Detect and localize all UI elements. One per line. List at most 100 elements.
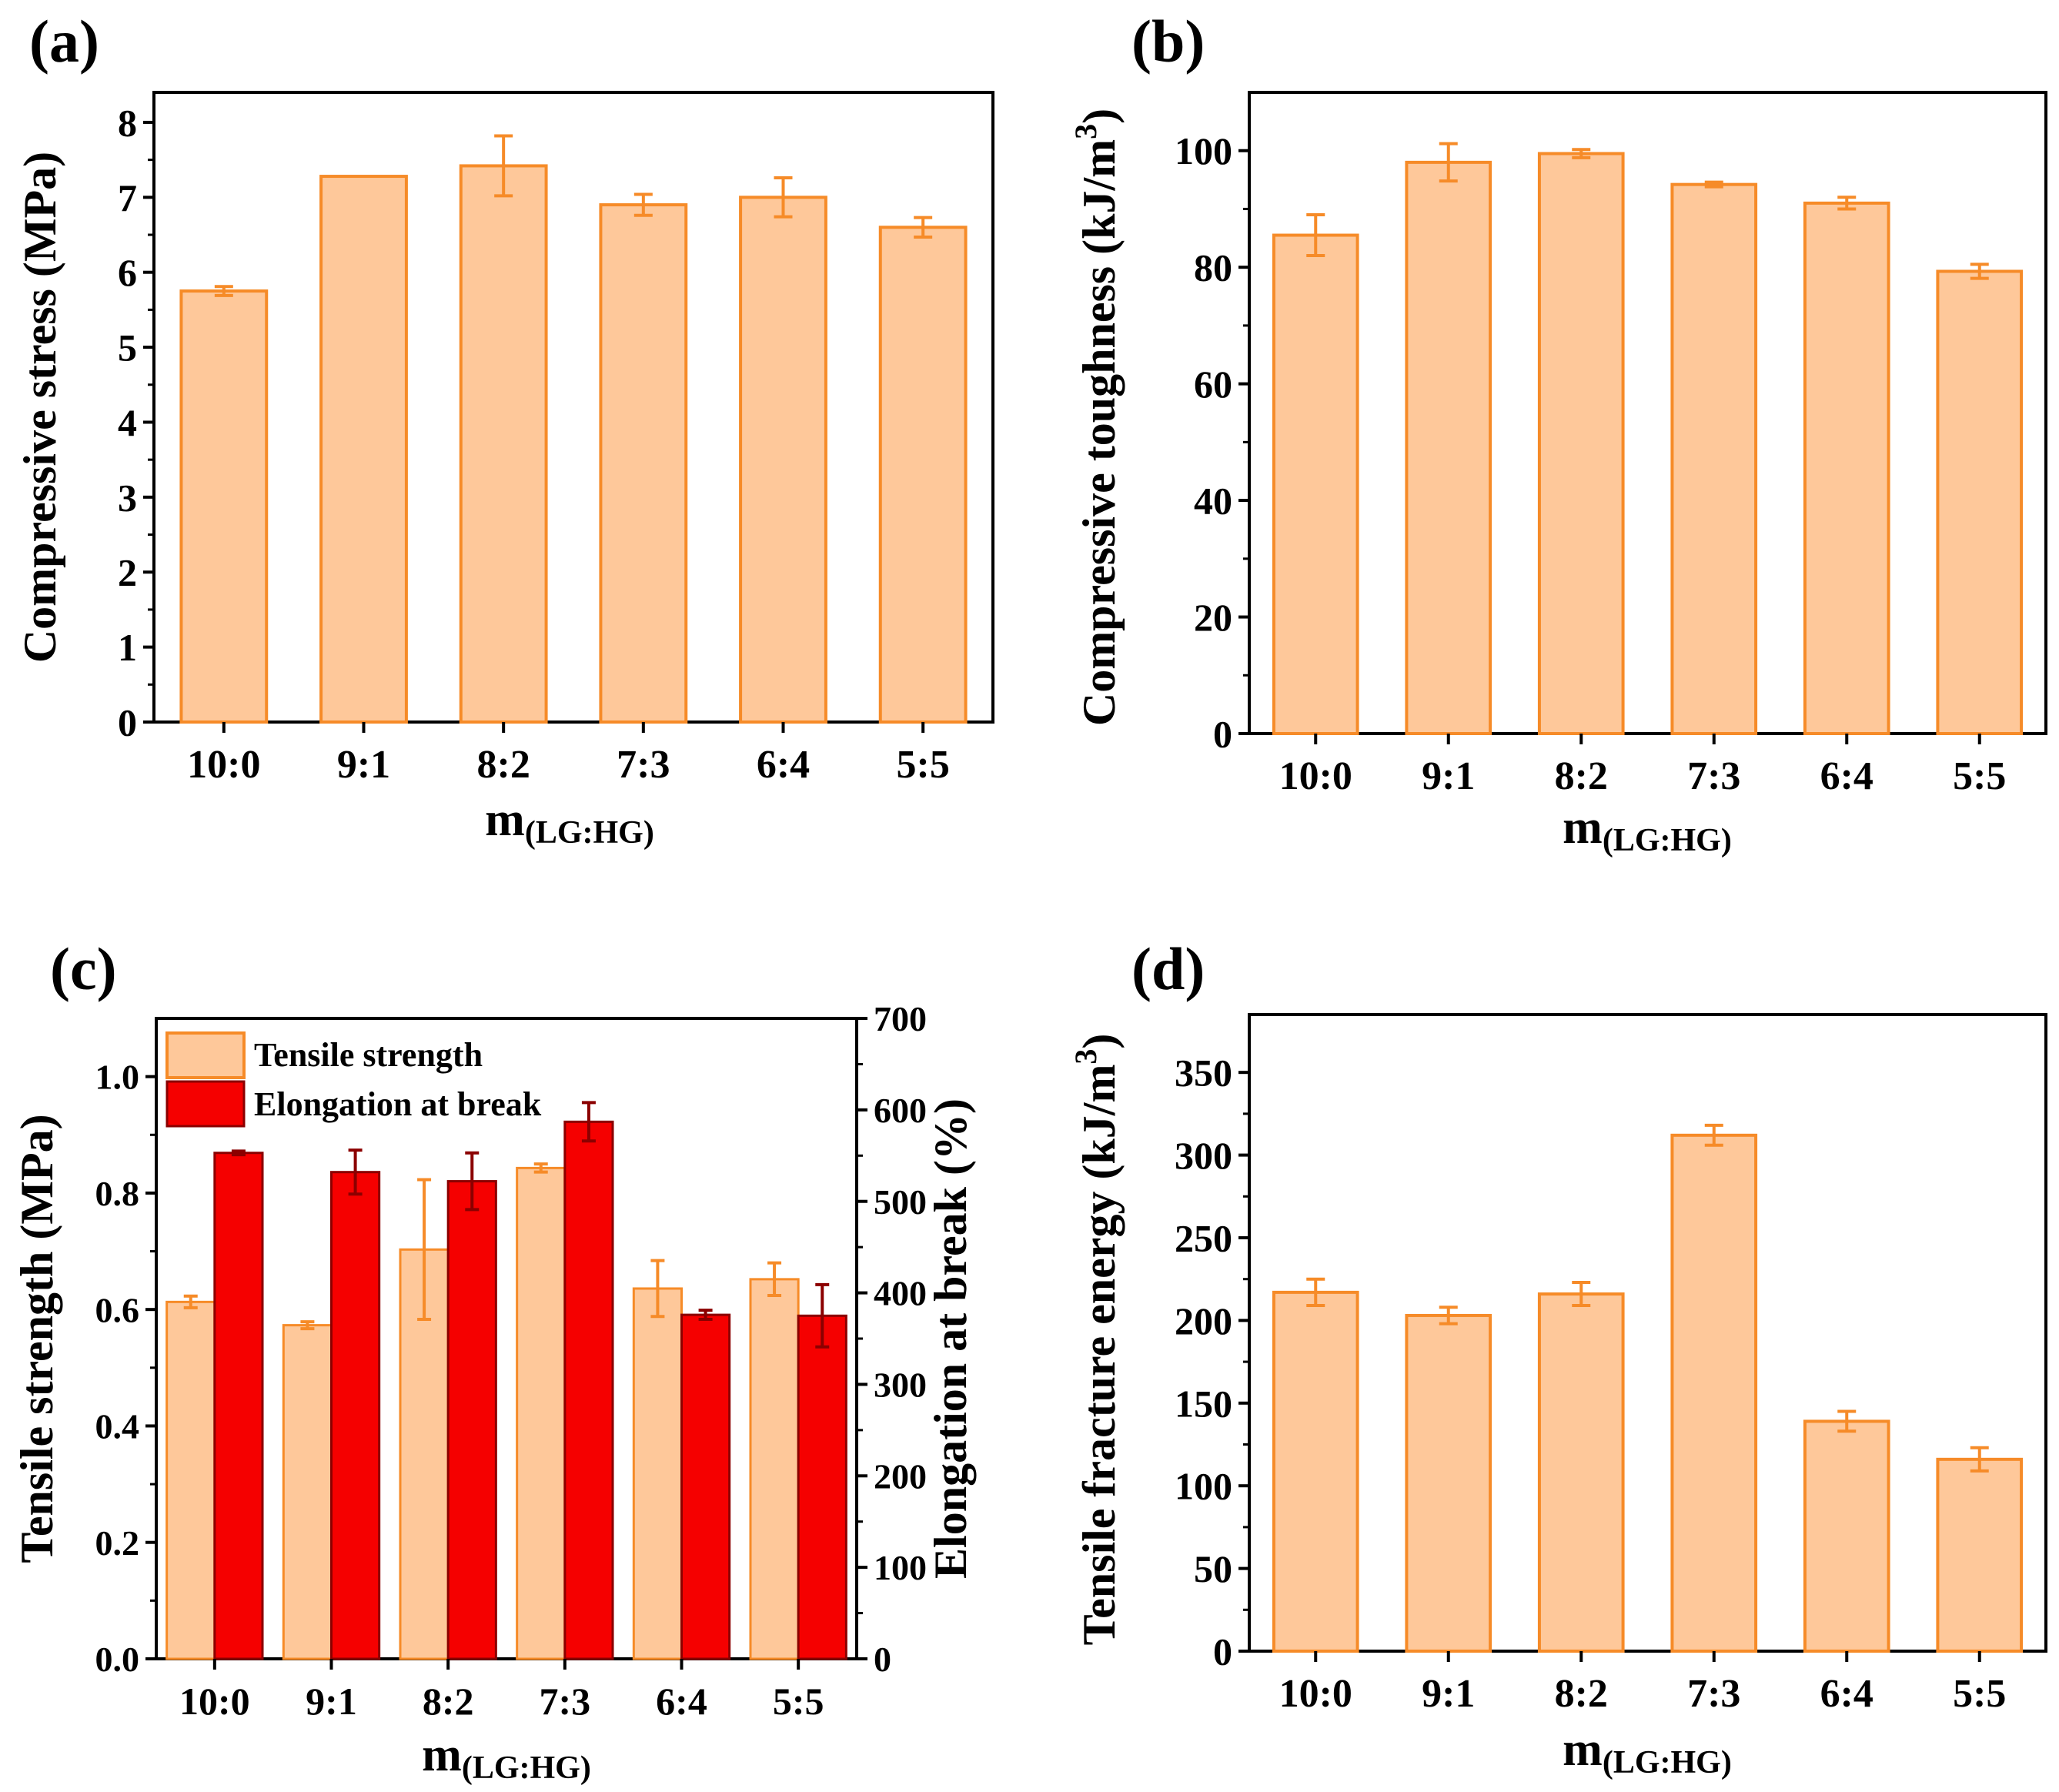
panel-label-c: (c) [50, 935, 117, 1002]
a-x-tick-label-4: 6:4 [757, 743, 810, 787]
d-bar-2 [1537, 1292, 1625, 1653]
c-tensile-bar-4 [632, 1287, 683, 1660]
d-y-tick-label-3: 150 [1175, 1382, 1232, 1425]
plot-frame-b [1248, 91, 2047, 735]
d-y-tick-label-2: 100 [1175, 1465, 1232, 1508]
a-y-tick-label-4: 4 [118, 401, 137, 444]
panel-c: (c) 0.0 0.2 0.4 0.6 0.8 1.0 0 100 200 300 400 500 6… [12, 935, 976, 1786]
panel-label-b: (b) [1131, 8, 1205, 75]
d-y-tick-label-0: 0 [1213, 1630, 1232, 1673]
d-x-tick-label-1: 9:1 [1422, 1672, 1475, 1716]
d-bar-5 [1936, 1457, 2024, 1653]
b-x-tick-label-0: 10:0 [1279, 754, 1352, 798]
b-bar-5 [1936, 269, 2024, 735]
x-axis-label-c: m(LG:HG) [422, 1729, 591, 1786]
legend-label-tensile: Tensile strength [254, 1036, 483, 1074]
c-tensile-bar-1 [282, 1324, 333, 1660]
b-bar-1 [1405, 160, 1492, 735]
c-tensile-bar-5 [749, 1278, 800, 1660]
c-y-left-tick-label-2: 0.4 [95, 1407, 140, 1446]
c-y-right-tick-label-2: 200 [874, 1456, 927, 1496]
y-axis-label-main-b: Compressive toughness (kJ/m [1074, 139, 1125, 726]
y-ticks-a: 0 1 2 3 4 5 6 7 8 [118, 101, 154, 744]
legend-swatch-elongation [165, 1080, 246, 1128]
b-y-tick-label-5: 100 [1175, 129, 1232, 172]
c-elongation-bar-2 [446, 1180, 497, 1660]
plot-frame-d [1248, 1013, 2047, 1653]
c-y-right-tick-label-6: 600 [874, 1091, 927, 1130]
a-y-tick-label-7: 7 [118, 176, 137, 219]
bars-a [179, 134, 968, 724]
panel-label-a: (a) [29, 8, 99, 75]
legend-label-elongation: Elongation at break [254, 1085, 542, 1123]
c-x-tick-label-1: 9:1 [306, 1680, 357, 1723]
c-y-right-tick-label-1: 100 [874, 1548, 927, 1587]
c-tensile-bar-0 [165, 1300, 216, 1660]
c-y-right-tick-label-5: 500 [874, 1182, 927, 1222]
d-x-tick-label-4: 6:4 [1820, 1672, 1873, 1716]
bars-c [165, 1101, 847, 1660]
y-ticks-b: 0 20 40 60 80 100 [1175, 129, 1249, 756]
d-bar-1 [1405, 1313, 1492, 1653]
a-bar-1 [319, 175, 408, 724]
a-bar-0 [179, 289, 269, 724]
plot-frame-a [152, 91, 994, 724]
c-elongation-bar-3 [563, 1120, 614, 1660]
b-x-tick-label-2: 8:2 [1555, 754, 1608, 798]
c-y-left-tick-label-1: 0.2 [95, 1523, 140, 1563]
c-x-tick-label-2: 8:2 [423, 1680, 474, 1723]
a-y-tick-label-0: 0 [118, 701, 137, 744]
a-x-tick-label-2: 8:2 [477, 743, 530, 787]
a-x-tick-label-1: 9:1 [337, 743, 390, 787]
y-ticks-c-right: 0 100 200 300 400 500 600 700 [857, 999, 927, 1679]
legend-c: Tensile strength Elongation at break [165, 1031, 542, 1128]
c-y-right-tick-label-3: 300 [874, 1366, 927, 1405]
d-y-tick-label-7: 350 [1175, 1051, 1232, 1095]
a-y-tick-label-2: 2 [118, 551, 137, 594]
a-bar-2 [459, 164, 548, 724]
c-elongation-bar-0 [213, 1152, 264, 1660]
x-axis-label-a: m(LG:HG) [485, 794, 654, 851]
d-x-tick-label-5: 5:5 [1953, 1672, 2006, 1716]
legend-swatch-tensile [165, 1031, 246, 1079]
c-tensile-bar-3 [516, 1166, 567, 1660]
panel-a: (a) 0 1 2 3 4 5 6 7 8 10:0 9:1 8:2 7:3 6:4 5:5 Compre… [15, 8, 994, 851]
y-ticks-c-left: 0.0 0.2 0.4 0.6 0.8 1.0 [95, 1058, 156, 1679]
x-axis-label-sub-d: (LG:HG) [1603, 1745, 1732, 1780]
c-x-tick-label-3: 7:3 [540, 1680, 591, 1723]
c-y-right-tick-label-7: 700 [874, 999, 927, 1038]
bars-d [1272, 1123, 2024, 1653]
a-x-tick-label-5: 5:5 [897, 743, 950, 787]
c-y-left-tick-label-5: 1.0 [95, 1058, 140, 1097]
b-y-tick-label-1: 20 [1194, 596, 1232, 639]
a-y-tick-label-3: 3 [118, 476, 137, 519]
c-y-right-tick-label-0: 0 [874, 1640, 891, 1679]
x-ticks-c: 10:0 9:1 8:2 7:3 6:4 5:5 [179, 1659, 824, 1723]
bars-b [1272, 142, 2024, 736]
d-y-tick-label-6: 300 [1175, 1134, 1232, 1177]
a-y-tick-label-5: 5 [118, 326, 137, 369]
b-bar-4 [1803, 201, 1890, 735]
y-axis-label-end-b: ) [1074, 109, 1125, 124]
c-y-right-tick-label-4: 400 [874, 1274, 927, 1313]
c-elongation-bar-1 [330, 1171, 381, 1660]
y-axis-label-a: Compressive stress (MPa) [15, 152, 65, 663]
a-bar-5 [878, 226, 968, 724]
a-x-tick-label-3: 7:3 [617, 743, 670, 787]
panel-b: (b) 0 20 40 60 80 100 10:0 9:1 8:2 7:3 6:4 5:5 Com… [1068, 8, 2047, 858]
b-x-tick-label-3: 7:3 [1687, 754, 1740, 798]
x-axis-label-sub-c: (LG:HG) [462, 1750, 591, 1786]
b-y-tick-label-2: 40 [1194, 480, 1232, 523]
d-y-tick-label-5: 250 [1175, 1216, 1232, 1259]
x-axis-label-main-c: m [422, 1729, 462, 1781]
b-y-tick-label-0: 0 [1213, 713, 1232, 756]
x-axis-label-b: m(LG:HG) [1563, 801, 1732, 858]
b-x-tick-label-5: 5:5 [1953, 754, 2006, 798]
y-axis-label-b: Compressive toughness (kJ/m3) [1068, 109, 1125, 726]
x-ticks-a: 10:0 9:1 8:2 7:3 6:4 5:5 [187, 722, 950, 787]
b-y-tick-label-4: 80 [1194, 246, 1232, 289]
c-y-left-tick-label-4: 0.8 [95, 1174, 140, 1213]
a-y-tick-label-6: 6 [118, 251, 137, 294]
y-axis-label-d: Tensile fracture energy (kJ/m3) [1068, 1034, 1125, 1646]
